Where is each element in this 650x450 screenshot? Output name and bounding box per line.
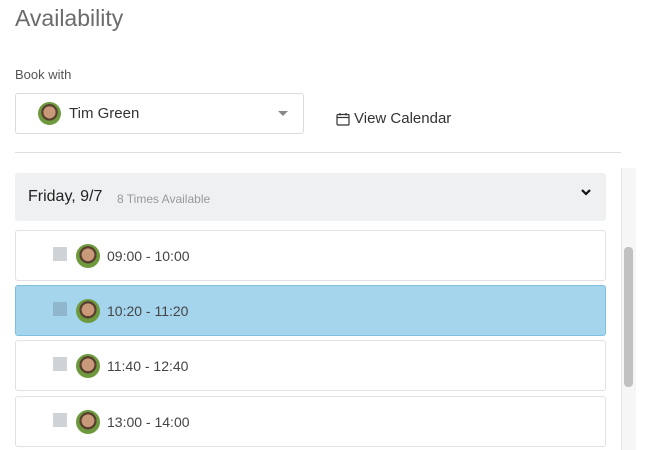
scrollbar-thumb[interactable]	[624, 247, 633, 387]
slot-checkbox[interactable]	[53, 413, 67, 427]
avatar	[76, 354, 100, 378]
avatar	[76, 299, 100, 323]
times-available-count: 8 Times Available	[117, 192, 211, 206]
page-title: Availability	[15, 5, 124, 31]
staff-select[interactable]: Tim Green	[15, 93, 304, 134]
slot-time: 10:20 - 11:20	[107, 303, 189, 319]
view-calendar-button[interactable]: View Calendar	[336, 110, 451, 127]
slot-checkbox[interactable]	[53, 247, 67, 261]
divider	[15, 152, 621, 153]
calendar-icon	[336, 112, 350, 126]
avatar	[76, 244, 100, 268]
caret-down-icon	[278, 111, 288, 116]
day-header[interactable]: Friday, 9/7 8 Times Available	[15, 173, 606, 221]
time-slot-row[interactable]: 13:00 - 14:00	[15, 396, 606, 447]
time-slot-row[interactable]: 09:00 - 10:00	[15, 230, 606, 281]
time-slot-row[interactable]: 10:20 - 11:20	[15, 285, 606, 336]
book-with-label: Book with	[15, 67, 72, 82]
slot-time: 11:40 - 12:40	[107, 358, 189, 374]
slot-time: 13:00 - 14:00	[107, 414, 190, 430]
view-calendar-label: View Calendar	[354, 110, 452, 127]
selected-staff: Tim Green	[69, 105, 140, 122]
time-slot-row[interactable]: 11:40 - 12:40	[15, 340, 606, 391]
slot-time: 09:00 - 10:00	[107, 248, 190, 264]
slot-checkbox[interactable]	[53, 357, 67, 371]
chevron-down-icon[interactable]	[580, 186, 592, 198]
avatar	[76, 410, 100, 434]
avatar	[38, 102, 61, 125]
day-label: Friday, 9/7	[28, 188, 103, 205]
slot-checkbox[interactable]	[53, 302, 67, 316]
